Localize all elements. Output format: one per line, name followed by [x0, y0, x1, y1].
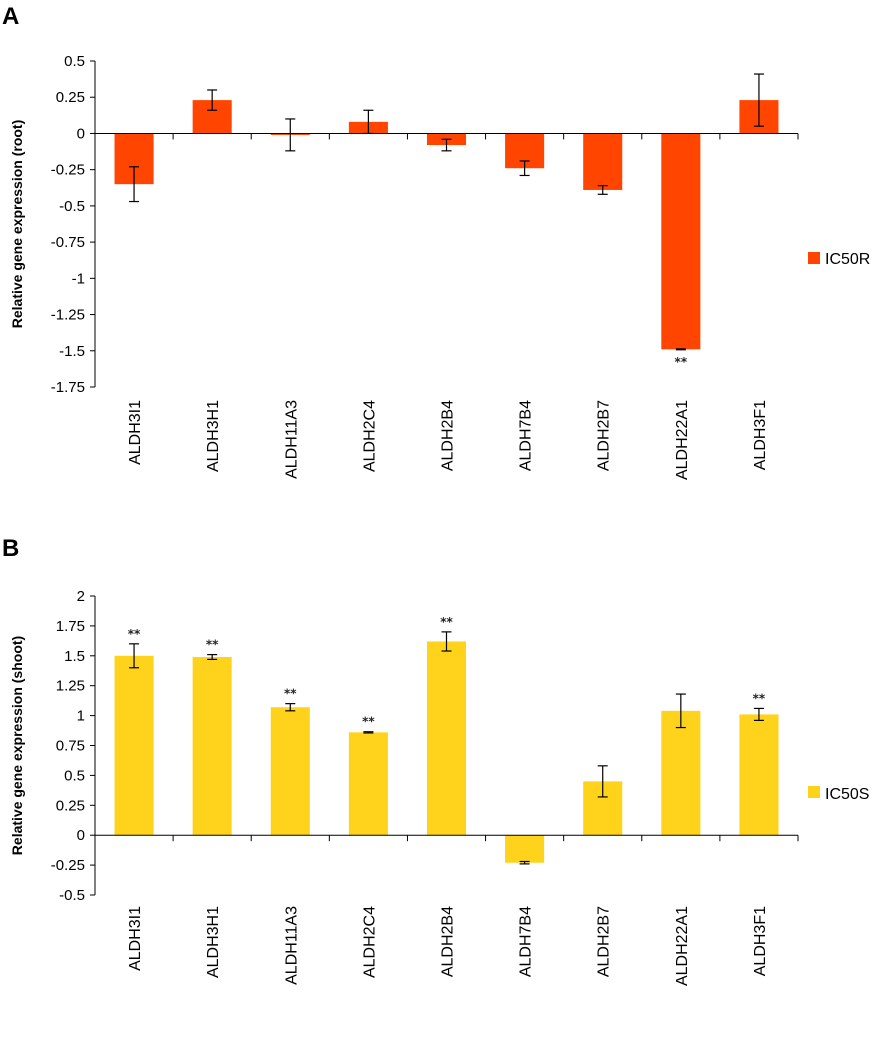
bar-aldh3h1 [192, 656, 232, 836]
x-category-label: ALDH7B4 [518, 906, 535, 977]
bar-aldh7b4 [505, 835, 545, 863]
y-tick-label: -0.5 [59, 198, 85, 215]
y-tick-label: -1.5 [59, 343, 85, 360]
panel-a: A 0.5 0.25 0 -0.25 -0.5 -0.75 -1 -1.25 -1.5 -1.75… [2, 3, 870, 480]
x-category-label: ALDH11A3 [283, 400, 300, 479]
y-tick-label: 1 [77, 708, 85, 725]
legend-swatch-ic50r [808, 252, 820, 264]
x-category-label: ALDH3F1 [752, 400, 769, 470]
legend-label-ic50r: IC50R [825, 251, 870, 268]
significance-marker: ** [675, 355, 688, 369]
legend-swatch-ic50s [808, 786, 820, 798]
panel-letter-a: A [2, 3, 19, 30]
legend-label-ic50s: IC50S [825, 786, 869, 803]
y-tick-label: -0.5 [59, 887, 85, 904]
bar-aldh2b7 [583, 133, 623, 190]
y-tick-label: -0.75 [51, 234, 85, 251]
bar-aldh22a1 [661, 133, 701, 350]
y-tick-label: 0.5 [64, 53, 85, 70]
significance-marker: ** [440, 615, 453, 629]
significance-marker: ** [362, 715, 375, 729]
panel-letter-b: B [2, 535, 19, 562]
x-category-label: ALDH2B7 [596, 400, 613, 471]
x-category-label: ALDH3I1 [127, 906, 144, 971]
x-category-label: ALDH2C4 [361, 400, 378, 472]
y-tick-label: 1.25 [56, 678, 85, 695]
bar-aldh3f1 [739, 714, 779, 836]
y-tick-label: -1.75 [51, 379, 85, 396]
y-tick-label: 0.25 [56, 797, 85, 814]
y-axis-label-shoot: Relative gene expression (shoot) [9, 636, 25, 855]
x-category-label: ALDH2B7 [596, 906, 613, 977]
y-tick-label: -0.25 [51, 162, 85, 179]
y-tick-label: 0.25 [56, 89, 85, 106]
legend-ic50r: IC50R [808, 251, 870, 268]
y-tick-label: 2 [77, 588, 85, 605]
x-category-label: ALDH3H1 [205, 400, 222, 472]
bar-aldh11a3 [270, 707, 310, 836]
x-category-label: ALDH2C4 [361, 906, 378, 978]
x-category-label: ALDH3I1 [127, 400, 144, 465]
x-category-label: ALDH22A1 [674, 906, 691, 986]
panel-b: B 2 1.75 1.5 1.25 1 0.75 0.5 0.25 0 -0.25 -0.5 ALD… [2, 535, 869, 986]
y-tick-label: -0.25 [51, 857, 85, 874]
legend-ic50s: IC50S [808, 786, 869, 803]
x-category-label: ALDH3H1 [205, 906, 222, 978]
y-axis-label-root: Relative gene expression (root) [9, 120, 25, 329]
y-tick-label: 1.5 [64, 648, 85, 665]
bar-aldh2c4 [348, 732, 388, 836]
y-tick-label: 0.5 [64, 767, 85, 784]
y-tick-label: 0 [77, 125, 85, 142]
y-tick-label: 0 [77, 827, 85, 844]
x-category-label: ALDH2B4 [440, 400, 457, 471]
significance-marker: ** [284, 687, 297, 701]
x-category-label: ALDH2B4 [440, 906, 457, 977]
y-tick-label: 1.75 [56, 618, 85, 635]
bar-aldh3i1 [114, 655, 154, 836]
x-category-label: ALDH11A3 [283, 906, 300, 985]
y-tick-label: 0.75 [56, 738, 85, 755]
significance-marker: ** [206, 638, 219, 652]
bar-aldh22a1 [661, 710, 701, 836]
significance-marker: ** [128, 627, 141, 641]
bar-aldh2b4 [426, 641, 467, 836]
x-category-label: ALDH22A1 [674, 400, 691, 480]
y-tick-label: -1 [72, 270, 85, 287]
x-category-label: ALDH3F1 [752, 906, 769, 976]
significance-marker: ** [753, 691, 766, 705]
x-category-label: ALDH7B4 [518, 400, 535, 471]
y-tick-label: -1.25 [51, 307, 85, 324]
